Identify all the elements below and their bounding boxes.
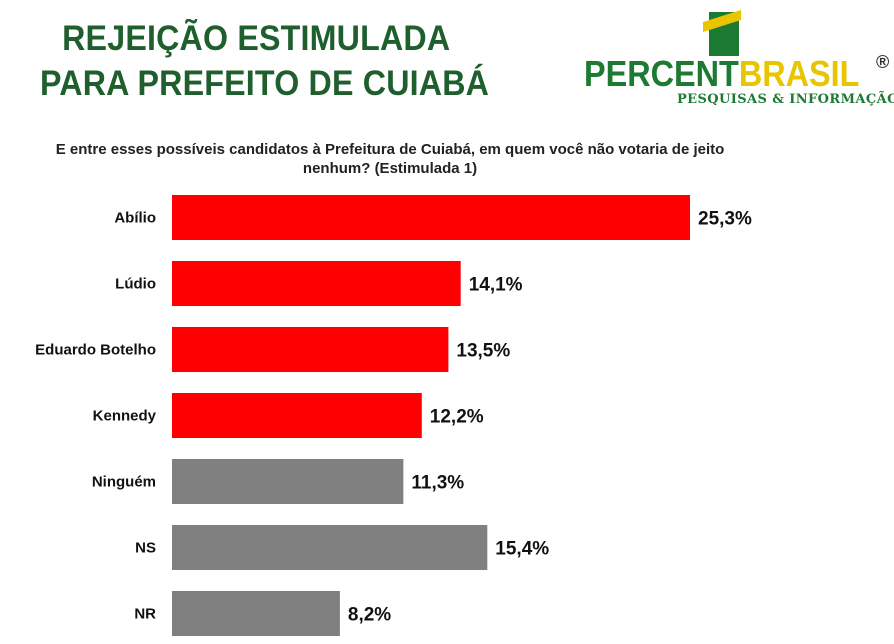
logo-tagline: PESQUISAS & INFORMAÇÃO: [677, 92, 894, 107]
survey-question: E entre esses possíveis candidatos à Pre…: [55, 141, 725, 177]
bar: [172, 327, 449, 372]
percentbrasil-logo: PERCENTBRASIL ® PESQUISAS & INFORMAÇÃO: [580, 4, 894, 112]
logo-name-part-1: PERCENT: [584, 53, 739, 94]
category-label: Lúdio: [115, 276, 156, 293]
value-label: 25,3%: [698, 209, 752, 230]
bar: [172, 591, 340, 636]
registered-mark: ®: [876, 52, 890, 72]
logo-name-part-2: BRASIL: [738, 53, 860, 94]
category-label: NR: [134, 606, 156, 623]
category-label: Eduardo Botelho: [35, 342, 156, 359]
value-label: 8,2%: [348, 605, 391, 626]
bar: [172, 261, 461, 306]
title-line-2: PARA PREFEITO DE CUIABÁ: [40, 64, 490, 103]
title-line-1: REJEIÇÃO ESTIMULADA: [62, 19, 451, 58]
bar: [172, 525, 488, 570]
value-label: 14,1%: [469, 275, 523, 296]
bar-chart: Abílio 25,3% Lúdio 14,1% Eduardo Botelho 13,5…: [35, 195, 752, 636]
category-label: Kennedy: [93, 408, 157, 425]
flag-icon: [703, 10, 741, 56]
chart-title: REJEIÇÃO ESTIMULADA PARA PREFEITO DE CUI…: [40, 16, 490, 106]
category-label: Abílio: [114, 210, 156, 227]
category-label: NS: [135, 540, 156, 557]
category-label: Ninguém: [92, 474, 156, 491]
bar: [172, 195, 690, 240]
logo-wordmark: PERCENTBRASIL: [584, 54, 859, 94]
value-label: 12,2%: [430, 407, 484, 428]
bar: [172, 393, 422, 438]
value-label: 13,5%: [456, 341, 510, 362]
bar: [172, 459, 404, 504]
value-label: 15,4%: [495, 539, 549, 560]
value-label: 11,3%: [411, 473, 464, 494]
